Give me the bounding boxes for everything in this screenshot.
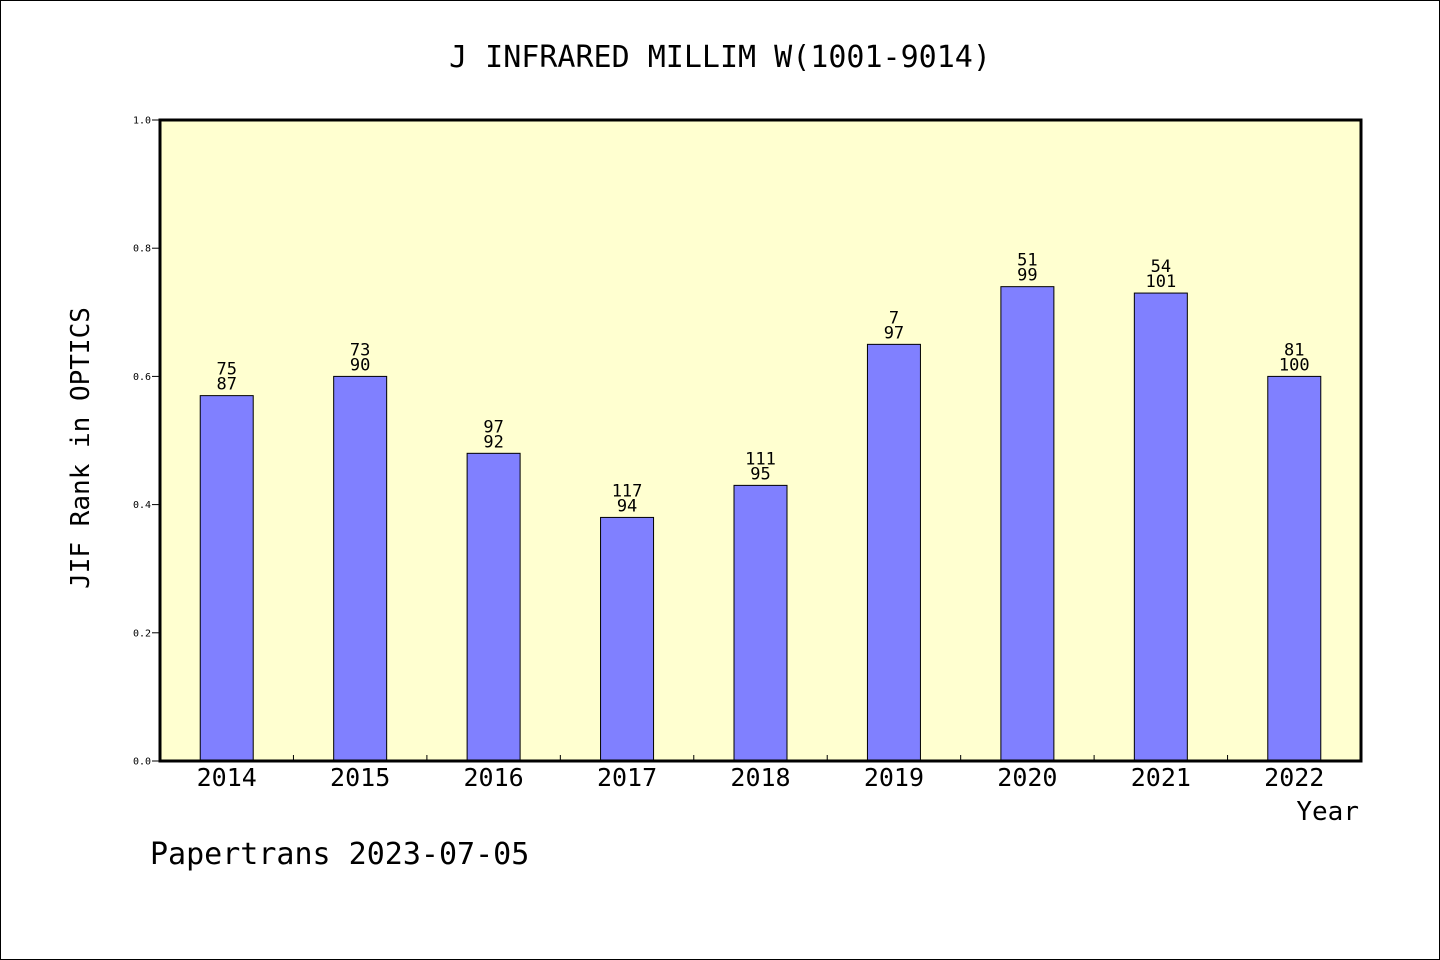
plot-border bbox=[158, 118, 1363, 763]
x-tick-label: 2017 bbox=[597, 763, 657, 792]
bar-total-label: 99 bbox=[1017, 266, 1037, 286]
bar-total-label: 94 bbox=[617, 496, 637, 516]
chart-title: J INFRARED MILLIM W(1001-9014) bbox=[449, 40, 991, 75]
y-tick-label: 0.2 bbox=[133, 628, 151, 639]
x-tick-label: 2021 bbox=[1131, 763, 1191, 792]
bar-rank-label: 81 bbox=[1284, 340, 1304, 360]
y-tick-label: 0.8 bbox=[133, 244, 151, 255]
x-axis-label: Year bbox=[1296, 797, 1359, 827]
bar bbox=[1133, 292, 1188, 762]
x-tick-label: 2019 bbox=[864, 763, 924, 792]
bar bbox=[1000, 286, 1055, 762]
x-tick-label: 2016 bbox=[464, 763, 524, 792]
bar bbox=[333, 375, 388, 762]
y-tick-label: 0.6 bbox=[133, 372, 151, 383]
bar-total-label: 101 bbox=[1145, 272, 1176, 292]
bar bbox=[600, 516, 655, 762]
y-tick-label: 0.0 bbox=[133, 757, 151, 768]
bar bbox=[199, 395, 254, 762]
y-axis-label: JIF Rank in OPTICS bbox=[66, 307, 96, 589]
bar-rank-label: 117 bbox=[612, 481, 643, 501]
bar-total-label: 90 bbox=[350, 355, 370, 375]
x-tick-label: 2020 bbox=[997, 763, 1057, 792]
bar-rank-label: 51 bbox=[1017, 251, 1037, 271]
x-tick-label: 2015 bbox=[330, 763, 390, 792]
bar-rank-label: 111 bbox=[745, 449, 776, 469]
footer-credit: Papertrans 2023-07-05 bbox=[150, 837, 529, 872]
bar-total-label: 95 bbox=[750, 464, 770, 484]
bar-rank-label: 75 bbox=[216, 360, 236, 380]
bar-total-label: 87 bbox=[216, 375, 236, 395]
y-tick-label: 1.0 bbox=[133, 116, 151, 127]
y-tick-label: 0.4 bbox=[133, 500, 151, 511]
bar-total-label: 97 bbox=[884, 323, 904, 343]
bar bbox=[733, 484, 788, 762]
axis-layer: 2014 2015 2016 2017 2018 2019 2020 2021 2022 0.0 0… bbox=[133, 116, 1324, 793]
bar bbox=[866, 343, 921, 762]
bar bbox=[1267, 375, 1322, 762]
bar-rank-label: 73 bbox=[350, 340, 370, 360]
bar-rank-label: 97 bbox=[483, 417, 503, 437]
x-tick-label: 2014 bbox=[197, 763, 257, 792]
x-tick-label: 2018 bbox=[730, 763, 790, 792]
bar-total-label: 100 bbox=[1279, 355, 1310, 375]
bar bbox=[466, 452, 521, 762]
bar-rank-label: 7 bbox=[889, 308, 899, 328]
bar-rank-label: 54 bbox=[1151, 257, 1171, 277]
x-tick-label: 2022 bbox=[1264, 763, 1324, 792]
bar-total-label: 92 bbox=[483, 432, 503, 452]
